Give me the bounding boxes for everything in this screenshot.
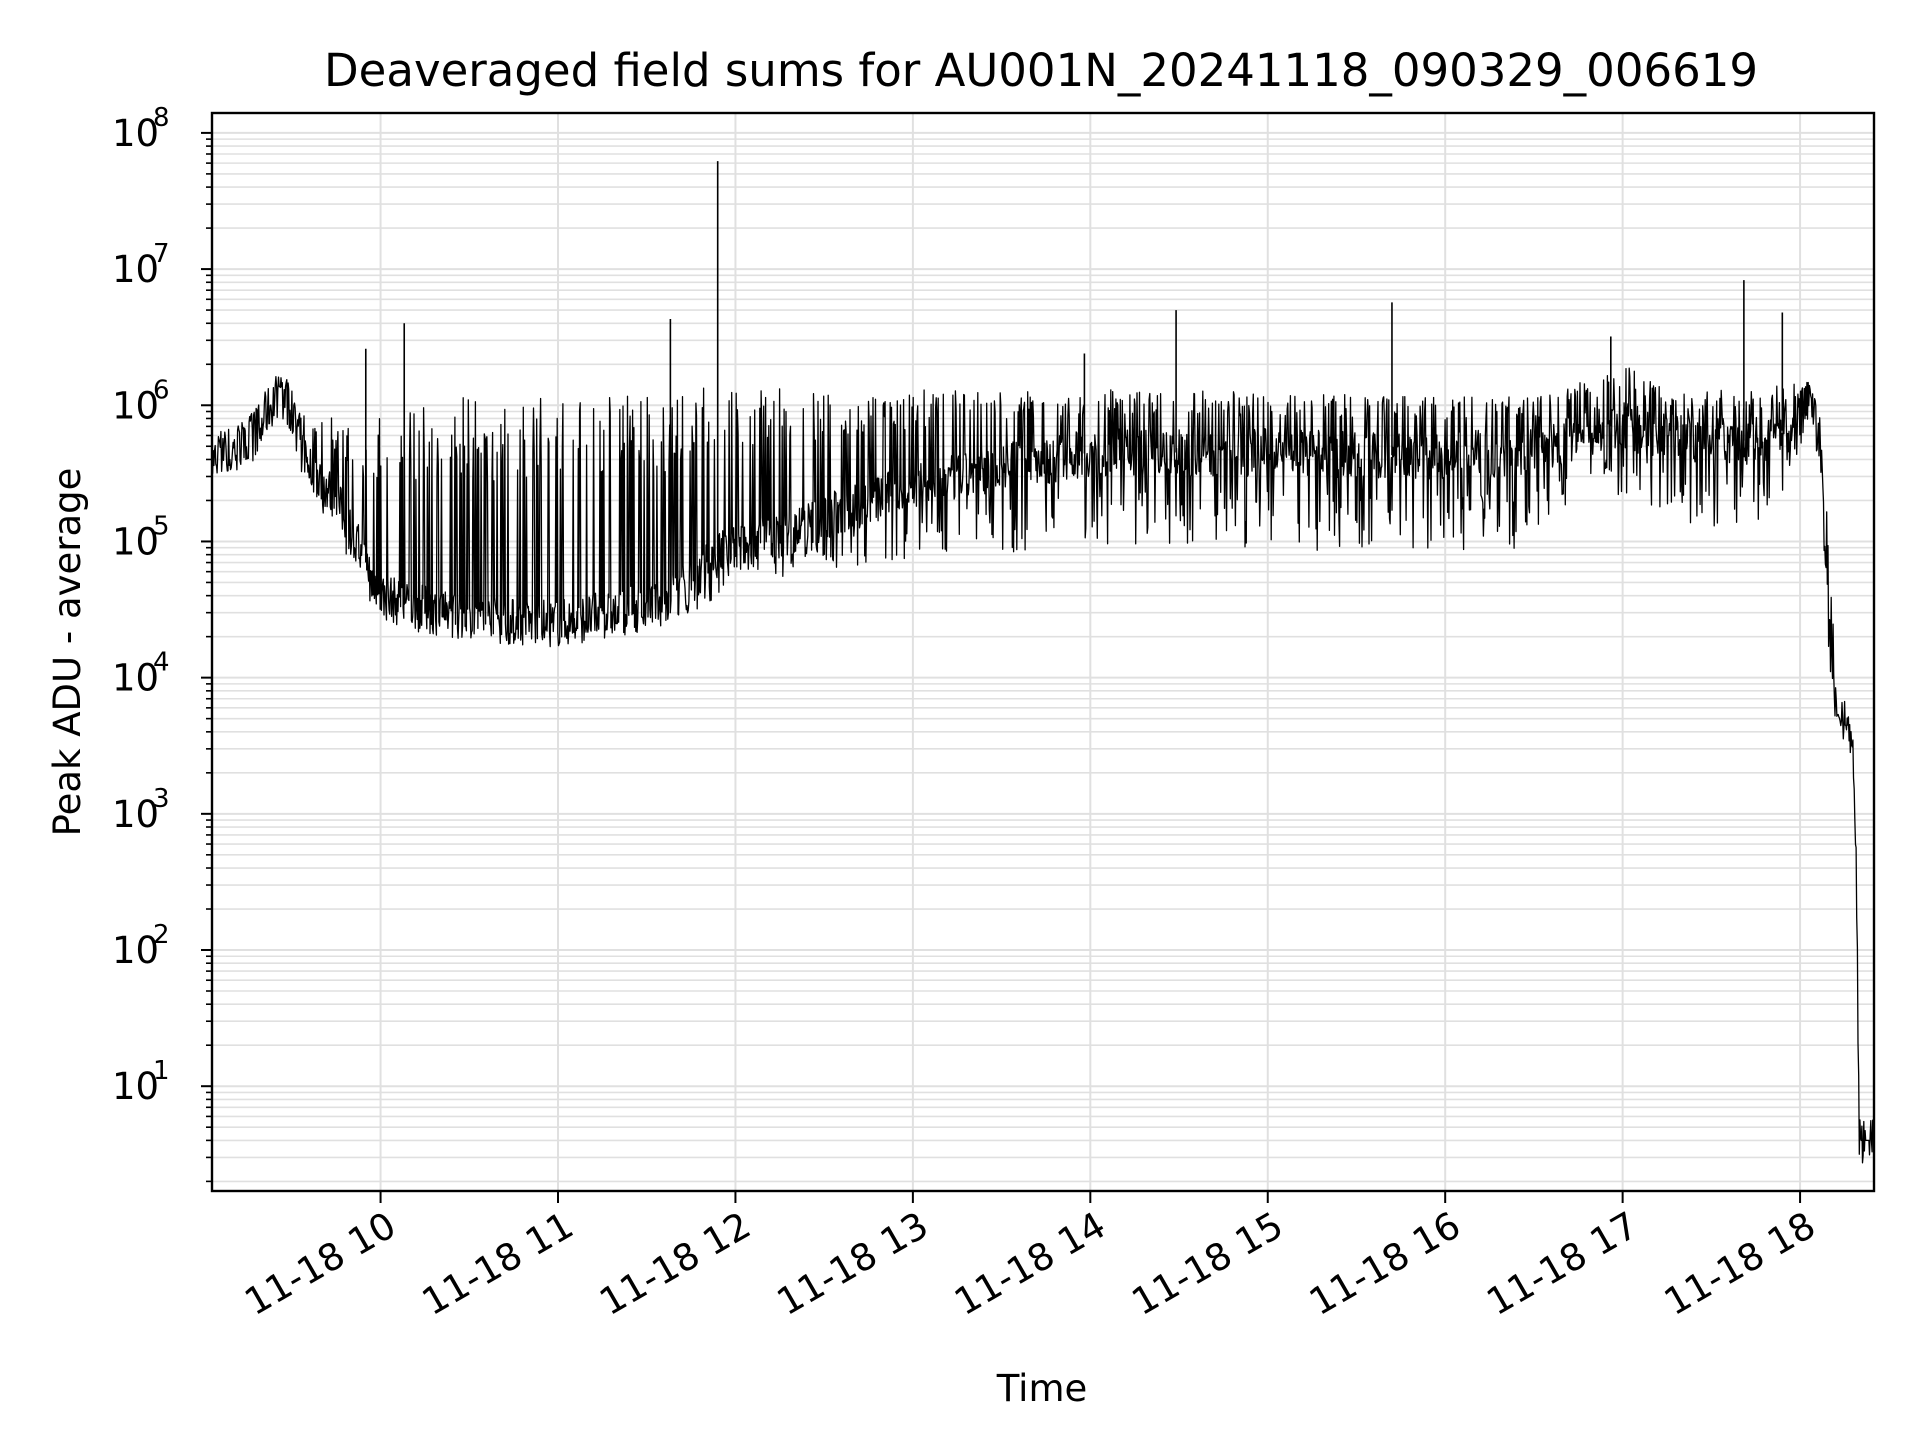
plot-frame (210, 111, 1876, 1193)
chart-title: Deaveraged field sums for AU001N_2024111… (324, 44, 1758, 97)
x-axis-label: Time (996, 1367, 1088, 1410)
y-tick-exponent: 6 (153, 375, 170, 405)
y-tick-exponent: 1 (153, 1056, 170, 1086)
y-tick-exponent: 3 (153, 784, 170, 814)
y-tick-exponent: 2 (153, 920, 170, 950)
y-tick-label: 10 (112, 520, 159, 563)
series-line (211, 367, 1875, 1164)
y-tick-exponent: 7 (153, 239, 170, 269)
series-group (211, 161, 1875, 1164)
y-axis-label: Peak ADU - average (46, 468, 89, 837)
y-tick-label: 10 (112, 248, 159, 291)
y-tick-label: 10 (112, 384, 159, 427)
y-tick-label: 10 (112, 1065, 159, 1108)
y-tick-exponent: 4 (153, 648, 170, 678)
grid (212, 113, 1874, 1191)
y-tick-label: 10 (112, 929, 159, 972)
y-tick-exponent: 5 (153, 511, 170, 541)
y-tick-label: 10 (112, 657, 159, 700)
y-tick-exponent: 8 (153, 103, 170, 133)
y-tick-label: 10 (112, 793, 159, 836)
y-tick-label: 10 (112, 112, 159, 155)
